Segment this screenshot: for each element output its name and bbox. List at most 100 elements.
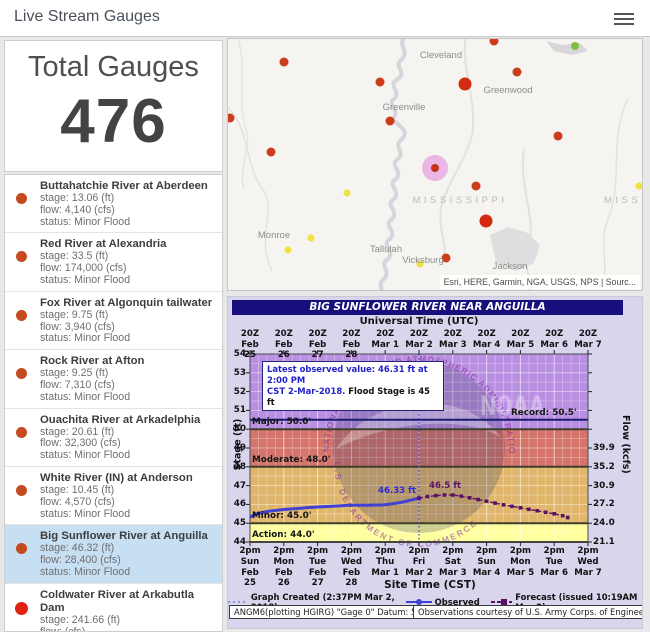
forecast-peak-label: 46.5 ft <box>429 481 462 491</box>
total-gauges-label: Total Gauges <box>28 51 199 83</box>
forecast-point-marker <box>434 493 438 498</box>
site-date-label: Feb 26 <box>275 568 293 588</box>
forecast-point-marker <box>442 493 447 497</box>
site-date-label: Mar 2 <box>405 568 433 578</box>
site-date-label: Mar 3 <box>439 568 467 578</box>
gauge-flow: flow: 3,940 (cfs) <box>40 320 115 333</box>
list-item[interactable]: Red River at Alexandria stage: 33.5 (ft) f… <box>5 233 222 292</box>
gauge-marker[interactable] <box>266 147 276 157</box>
gauge-marker-action[interactable] <box>416 260 424 268</box>
gauge-status: status: Minor Flood <box>40 273 131 286</box>
site-day-label: Thu <box>376 557 395 567</box>
gauge-marker-action[interactable] <box>307 234 315 242</box>
utc-date-label: Mar 7 <box>574 340 602 350</box>
observed-series-line <box>249 496 420 519</box>
chart-title-bar: BIG SUNFLOWER RIVER NEAR ANGUILLA <box>232 300 623 315</box>
map-city-label: Jackson <box>493 261 528 272</box>
gauge-stage: stage: 33.5 (ft) <box>40 250 109 263</box>
menu-button[interactable] <box>614 10 634 26</box>
site-tick-label: 2pm <box>442 546 464 556</box>
gauge-marker[interactable] <box>375 77 385 87</box>
stage-tick-label: 46 <box>233 499 246 510</box>
status-dot-icon <box>16 193 27 204</box>
site-tick-label: 2pm <box>374 546 396 556</box>
created-line-swatch <box>228 601 248 603</box>
gauge-flow: flow: 4,570 (cfs) <box>40 495 115 508</box>
gauge-marker[interactable] <box>489 39 499 46</box>
gauge-stage: stage: 13.06 (ft) <box>40 192 115 204</box>
site-time-axis-label: Site Time (CST) <box>384 579 476 591</box>
site-tick-label: 2pm <box>273 546 295 556</box>
gauge-marker-action[interactable] <box>635 182 643 190</box>
gauge-marker[interactable] <box>441 253 451 263</box>
annotation-line2: CST 2-Mar-2018. <box>267 386 346 396</box>
forecast-point-marker <box>467 496 472 500</box>
selected-gauge-marker[interactable] <box>431 164 439 172</box>
site-tick-label: 2pm <box>408 546 430 556</box>
site-day-label: Wed <box>340 557 362 567</box>
chart-title: BIG SUNFLOWER RIVER NEAR ANGUILLA <box>309 301 546 313</box>
forecast-point-marker <box>518 505 523 510</box>
gauge-marker[interactable] <box>512 67 522 77</box>
gauge-marker[interactable] <box>228 113 235 123</box>
gauge-stage: stage: 241.66 (ft) <box>40 613 121 626</box>
state-label: MISSISSIPPI <box>413 195 508 206</box>
utc-date-label: Feb 28 <box>342 340 361 360</box>
utc-tick-label: 20Z <box>511 329 530 339</box>
utc-date-label: Mar 6 <box>540 340 568 350</box>
utc-date-label: Feb 26 <box>275 340 293 360</box>
utc-tick-label: 20Z <box>308 329 327 339</box>
gauge-marker-action[interactable] <box>284 246 292 254</box>
site-day-label: Fri <box>412 557 426 567</box>
gauge-name: Buttahatchie River at Aberdeen <box>40 180 208 192</box>
site-date-label: Mar 4 <box>472 568 501 578</box>
svg-text:NOAA: NOAA <box>480 391 545 422</box>
gauge-name: Rock River at Afton <box>40 355 145 368</box>
site-tick-label: 2pm <box>577 546 599 556</box>
list-item[interactable]: Big Sunflower River at Anguilla stage: 46… <box>5 525 222 584</box>
site-date-label: Mar 7 <box>574 568 602 578</box>
status-dot-icon <box>16 368 27 380</box>
stage-tick-label: 49 <box>233 443 246 453</box>
list-item[interactable]: Buttahatchie River at Aberdeen stage: 13.… <box>5 175 222 234</box>
gauge-marker-normal[interactable] <box>571 42 579 50</box>
flow-axis-label: Flow (kcfs) <box>620 415 631 474</box>
utc-axis-label: Universal Time (UTC) <box>359 316 479 327</box>
list-item[interactable]: Fox River at Algonquin tailwater stage: 9… <box>5 291 222 351</box>
list-item[interactable]: Coldwater River at Arkabutla Dam stage: 2… <box>5 583 222 631</box>
gauge-marker[interactable] <box>471 181 481 191</box>
map-city-label: Greenville <box>383 102 426 113</box>
map-panel[interactable]: MISSISSIPPI MISSISS Cleveland Greenwood Gr… <box>227 38 643 291</box>
site-day-label: Mon <box>273 557 295 567</box>
map-city-label: Tallulah <box>370 244 402 255</box>
map-city-label: Greenwood <box>483 85 532 96</box>
site-date-label: Feb 28 <box>342 568 361 588</box>
stage-tick-label: 45 <box>233 518 246 529</box>
gauge-marker-large[interactable] <box>458 77 472 91</box>
map-svg[interactable]: MISSISSIPPI MISSISS Cleveland Greenwood Gr… <box>228 39 642 290</box>
gauge-marker[interactable] <box>553 131 563 141</box>
flow-tick-label: 39.9 <box>593 443 615 453</box>
list-item[interactable]: White River (IN) at Anderson stage: 10.45… <box>5 466 222 526</box>
stage-tick-label: 51 <box>233 405 246 416</box>
forecast-point-marker <box>501 502 506 507</box>
annotation-line1: Latest observed value: 46.31 ft at 2:00 … <box>267 364 428 385</box>
utc-tick-label: 20Z <box>545 329 564 339</box>
gauge-marker[interactable] <box>279 57 289 67</box>
flood-stage-note: Flood Stage is 45 ft <box>267 386 430 407</box>
list-item[interactable]: Rock River at Afton stage: 9.25 (ft) flow:… <box>5 350 222 409</box>
list-item[interactable]: Ouachita River at Arkadelphia stage: 20.6… <box>5 408 222 467</box>
gauge-name: Ouachita River at Arkadelphia <box>40 413 201 426</box>
forecast-point-marker <box>476 497 480 502</box>
gauge-stage: stage: 46.32 (ft) <box>40 542 115 555</box>
utc-date-label: Feb 25 <box>241 340 259 360</box>
status-dot-icon <box>16 426 27 438</box>
observed-value-label: 46.33 ft <box>377 486 416 496</box>
gauge-marker-large[interactable] <box>479 214 493 228</box>
gauge-marker-action[interactable] <box>343 189 351 197</box>
map-river-path <box>378 39 407 290</box>
site-day-label: Mon <box>510 557 531 567</box>
status-dot-icon <box>15 601 28 615</box>
forecast-point-marker <box>510 504 514 509</box>
gauge-marker[interactable] <box>385 116 395 126</box>
